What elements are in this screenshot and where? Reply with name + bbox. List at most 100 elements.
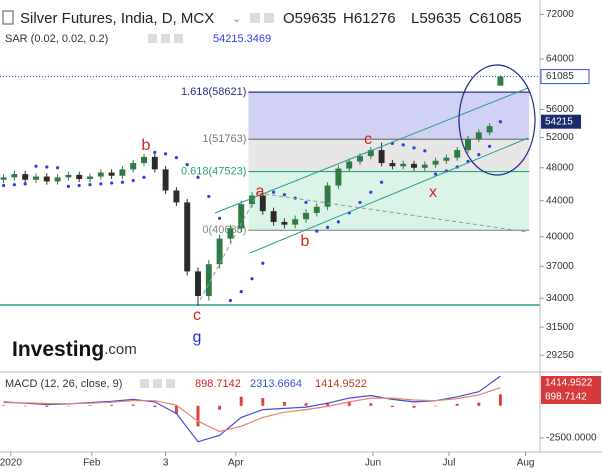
candle-body [216, 238, 223, 265]
histogram-bar [196, 405, 200, 427]
histogram-bar [282, 401, 286, 406]
settings-icon[interactable] [153, 379, 162, 388]
candle-body [162, 169, 169, 191]
annotation: b [142, 137, 151, 154]
y-tick-label: 29250 [546, 350, 574, 361]
candle-body [378, 150, 385, 164]
sar-dot [120, 180, 124, 184]
histogram-bar [498, 394, 502, 406]
candle-body [11, 174, 18, 178]
sar-dot [23, 182, 27, 186]
sar-dot [153, 150, 157, 154]
sar-value: 54215.3469 [213, 33, 271, 45]
candle-body [195, 271, 201, 297]
sar-dot [12, 183, 16, 187]
settings-icon[interactable] [161, 34, 170, 43]
histogram-bar [477, 402, 481, 406]
signal-value: 1414.9522 [315, 378, 367, 390]
dropdown-icon[interactable]: ⌄ [232, 13, 241, 25]
y-tick-label: 37000 [546, 261, 574, 272]
sar-box [541, 114, 581, 129]
sar-dot [282, 193, 286, 197]
annotation: x [429, 184, 437, 201]
close-icon[interactable] [174, 34, 183, 43]
histogram-bar [326, 402, 330, 406]
histogram-bar [239, 396, 243, 406]
sar-dot [272, 190, 276, 194]
histogram-bar [88, 405, 92, 406]
sar-dot [336, 220, 340, 224]
candle-body [389, 163, 396, 167]
y-tick-label: 44000 [546, 195, 574, 206]
close-icon[interactable] [166, 379, 175, 388]
x-tick-label: 2020 [0, 458, 22, 469]
candle-body [270, 211, 277, 222]
histogram-bar [369, 403, 373, 406]
sar-dot [66, 184, 70, 188]
candle-body [65, 174, 72, 178]
candle-body [465, 138, 471, 151]
visibility-icon[interactable] [250, 13, 260, 23]
candle-body [367, 150, 374, 157]
sar-dot [498, 120, 502, 124]
candle-body [400, 163, 407, 167]
sar-dot [250, 277, 254, 281]
sar-dot [358, 200, 362, 205]
sar-dot [326, 225, 330, 230]
candle-body [238, 204, 245, 229]
highlight-ellipse [458, 64, 536, 176]
macd-hist-value: 898.7142 [195, 378, 241, 390]
histogram-bar [347, 401, 351, 406]
sar-dot [185, 163, 189, 167]
macd-value: 2313.6664 [250, 378, 302, 390]
candle-body [292, 219, 299, 225]
x-tick-label: Jun [365, 458, 381, 469]
histogram-bar [153, 405, 157, 408]
menu-icon[interactable] [2, 10, 14, 25]
y-tick-label: 34000 [546, 293, 574, 304]
candle-body [184, 202, 191, 272]
sar-dot [261, 261, 265, 265]
candle-body [87, 176, 93, 179]
sar-dot [142, 175, 146, 179]
y-tick-label: 48000 [546, 162, 574, 173]
visibility-icon[interactable] [140, 379, 149, 388]
histogram-bar [110, 404, 114, 406]
candle-body [173, 190, 180, 203]
candle-body [259, 195, 266, 212]
histogram-bar [434, 405, 438, 407]
sar-dot [488, 144, 492, 148]
candle-body [249, 195, 255, 205]
candle-body [454, 150, 461, 158]
visibility-icon[interactable] [148, 34, 157, 43]
candle-body [76, 174, 83, 179]
x-tick-label: Apr [228, 458, 244, 469]
histogram-bar [2, 405, 6, 406]
candle-body [151, 156, 158, 170]
candle-body [421, 164, 428, 168]
candle-body [33, 176, 39, 180]
candle-body [54, 177, 61, 182]
y-tick-label: 40000 [546, 231, 574, 242]
candle-body [130, 163, 137, 170]
last-price-box [540, 69, 590, 85]
macd-label: MACD (12, 26, close, 9) [5, 378, 122, 390]
sar-dot [315, 229, 319, 233]
annotation: c [193, 307, 201, 324]
histogram-bar [45, 405, 49, 407]
histogram-bar [412, 405, 416, 408]
histogram-bar [261, 398, 265, 406]
value-box-label: 1414.9522 [545, 378, 593, 389]
x-tick-label: Aug [517, 458, 535, 469]
ohlc-label: L59635 [411, 10, 461, 27]
sar-dot [239, 290, 243, 294]
value-box-label: 898.7142 [545, 392, 587, 403]
last-price-label: 61085 [546, 71, 574, 82]
settings-icon[interactable] [264, 13, 274, 23]
y-tick-label: 72000 [546, 9, 574, 20]
candle-body [22, 174, 29, 180]
sar-dot [1, 183, 6, 188]
candle-body [497, 76, 504, 86]
candle-body [324, 185, 331, 207]
sar-dot [196, 175, 200, 179]
